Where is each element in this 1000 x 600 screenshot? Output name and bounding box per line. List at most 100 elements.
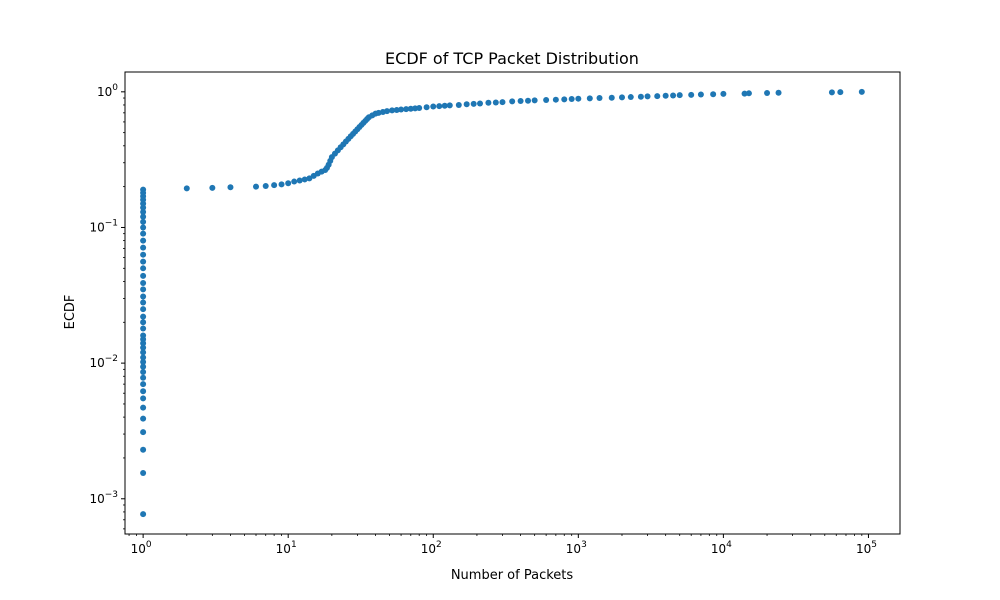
data-point — [140, 349, 147, 356]
data-point — [741, 90, 748, 97]
data-point — [140, 258, 147, 265]
x-tick-base: 10 — [711, 542, 726, 556]
data-point — [720, 90, 727, 97]
data-point — [403, 106, 410, 113]
data-point — [140, 299, 147, 306]
data-point — [140, 230, 147, 237]
data-point — [662, 92, 669, 99]
data-point — [271, 182, 278, 189]
data-point — [140, 395, 147, 402]
data-point — [140, 358, 147, 365]
y-tick-label: 10−3 — [89, 490, 118, 506]
data-point — [140, 363, 147, 370]
data-point — [140, 265, 147, 272]
data-point — [509, 98, 516, 105]
x-tick-base: 10 — [566, 542, 581, 556]
data-point — [608, 94, 615, 101]
data-point — [140, 469, 147, 476]
x-axis-label: Number of Packets — [451, 568, 574, 583]
data-point — [416, 104, 423, 111]
data-point — [492, 99, 499, 106]
x-tick-label: 102 — [421, 540, 442, 556]
y-tick-label: 100 — [97, 83, 118, 99]
data-point — [575, 95, 582, 102]
x-tick-exponent: 4 — [726, 540, 732, 550]
x-tick-exponent: 0 — [146, 540, 152, 550]
data-point — [301, 176, 308, 183]
data-points — [140, 88, 865, 518]
data-point — [407, 105, 414, 112]
chart-title: ECDF of TCP Packet Distribution — [385, 49, 639, 68]
data-point — [306, 175, 313, 182]
data-point — [455, 101, 462, 108]
data-point — [140, 279, 147, 286]
x-tick-base: 10 — [276, 542, 291, 556]
y-tick-exponent: −2 — [105, 354, 118, 364]
data-point — [745, 90, 752, 97]
data-point — [775, 89, 782, 96]
y-tick-base: 10 — [89, 492, 104, 506]
y-tick-base: 10 — [89, 356, 104, 370]
data-point — [140, 251, 147, 258]
data-point — [858, 88, 865, 95]
data-point — [531, 97, 538, 104]
data-point — [140, 429, 147, 436]
data-point — [140, 218, 147, 225]
x-tick-base: 10 — [421, 542, 436, 556]
y-tick-exponent: 0 — [112, 83, 118, 93]
x-tick-exponent: 2 — [436, 540, 442, 550]
data-point — [140, 237, 147, 244]
data-point — [278, 181, 285, 188]
data-point — [262, 183, 269, 190]
data-point — [140, 244, 147, 251]
data-point — [525, 97, 532, 104]
y-tick-base: 10 — [89, 220, 104, 234]
y-tick-label: 10−2 — [89, 354, 118, 370]
data-point — [140, 369, 147, 376]
data-point — [291, 178, 298, 185]
data-point — [389, 107, 396, 114]
data-point — [253, 183, 260, 190]
data-point — [561, 96, 568, 103]
data-point — [140, 332, 147, 339]
data-point — [285, 180, 292, 187]
data-point — [140, 344, 147, 351]
data-point — [140, 374, 147, 381]
x-tick-exponent: 3 — [581, 540, 587, 550]
data-point — [140, 213, 147, 220]
data-point — [543, 97, 550, 104]
x-tick-label: 100 — [131, 540, 152, 556]
data-point — [688, 91, 695, 98]
x-tick-exponent: 5 — [871, 540, 877, 550]
data-point — [140, 511, 147, 518]
y-tick-label: 10−1 — [89, 218, 118, 234]
data-point — [637, 93, 644, 100]
x-tick-label: 104 — [711, 540, 732, 556]
data-point — [398, 106, 405, 113]
data-point — [183, 185, 190, 192]
data-point — [140, 272, 147, 279]
data-point — [140, 381, 147, 388]
data-point — [140, 404, 147, 411]
data-point — [441, 102, 448, 109]
data-point — [140, 186, 147, 193]
data-point — [470, 100, 477, 107]
data-point — [499, 99, 506, 106]
data-point — [828, 89, 835, 96]
data-point — [140, 286, 147, 293]
x-tick-base: 10 — [131, 542, 146, 556]
data-point — [430, 103, 437, 110]
y-axis-label: ECDF — [63, 295, 78, 330]
data-point — [463, 101, 470, 108]
data-point — [140, 415, 147, 422]
data-point — [837, 89, 844, 96]
data-point — [140, 224, 147, 231]
data-point — [423, 104, 430, 111]
data-point — [477, 100, 483, 107]
data-point — [552, 96, 559, 103]
data-point — [140, 446, 147, 453]
x-tick-exponent: 1 — [291, 540, 297, 550]
data-point — [384, 108, 391, 115]
